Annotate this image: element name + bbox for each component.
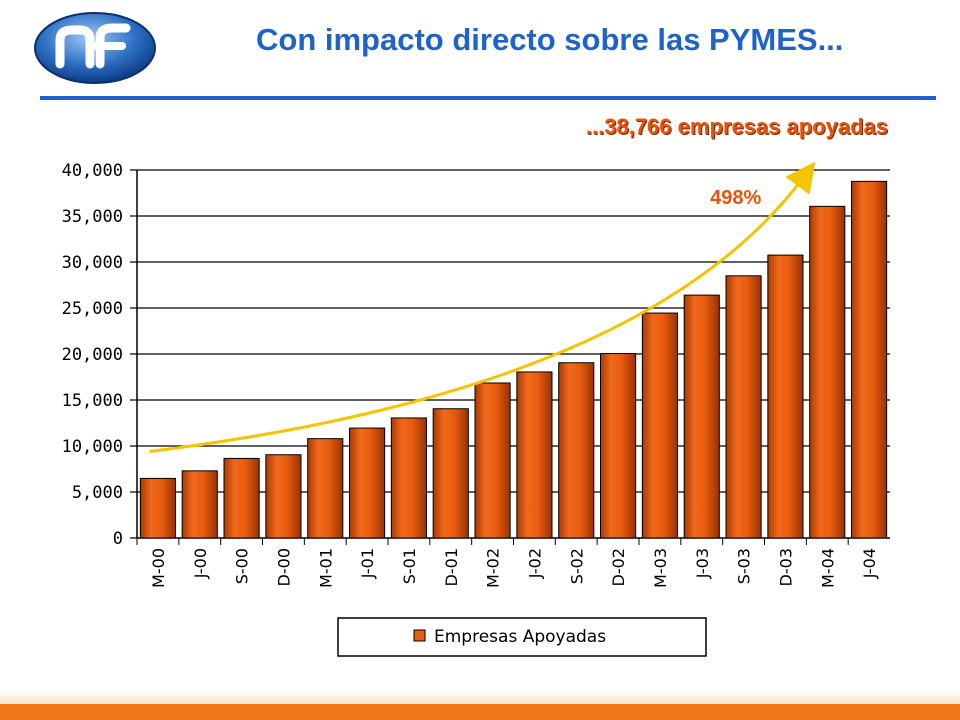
x-tick-label: D-00: [274, 548, 293, 586]
y-tick-label: 5,000: [72, 483, 123, 503]
nf-logo-icon: [34, 12, 156, 84]
x-tick-label: M-03: [651, 548, 670, 588]
bar-D-01: [432, 408, 469, 539]
x-tick-label: J-01: [358, 548, 377, 579]
axes: [130, 169, 890, 545]
page-title: Con impacto directo sobre las PYMES...: [256, 22, 844, 57]
x-tick-label: S-01: [400, 548, 419, 584]
bar-D-00: [265, 454, 302, 539]
x-tick-label: J-02: [525, 548, 544, 579]
bar-D-02: [600, 353, 637, 539]
grid-lines: [137, 169, 890, 493]
footer-bar: [0, 704, 960, 720]
bar-M-03: [641, 312, 678, 539]
y-tick-label: 15,000: [62, 391, 123, 411]
bar-J-01: [349, 427, 386, 539]
bar-M-00: [139, 477, 176, 539]
x-tick-label: D-03: [776, 548, 795, 586]
bar-M-02: [474, 382, 511, 539]
bar-S-03: [725, 275, 762, 539]
x-tick-label: D-01: [442, 548, 461, 586]
x-tick-label: J-00: [191, 548, 210, 579]
bar-J-00: [181, 470, 218, 539]
bar-J-03: [683, 294, 720, 539]
y-tick-labels: 0 5,000 10,000 15,000 20,000 25,000 30,000 35,0…: [62, 161, 123, 549]
bars: [139, 180, 888, 539]
y-tick-label: 25,000: [62, 299, 123, 319]
growth-arrow: [149, 161, 816, 454]
bar-J-02: [516, 371, 553, 539]
x-tick-label: S-03: [735, 548, 754, 584]
x-tick-label: M-00: [149, 548, 168, 588]
growth-annotation: 498%: [710, 187, 761, 209]
bar-S-01: [390, 417, 427, 539]
title-divider: [40, 96, 936, 100]
footer-gradient: [0, 690, 960, 704]
bar-M-01: [307, 438, 344, 539]
y-tick-label: 0: [113, 529, 123, 549]
x-tick-label: J-03: [693, 548, 712, 579]
x-tick-label: S-02: [567, 548, 586, 584]
chart-subtitle: ...38,766 empresas apoyadas: [585, 114, 888, 139]
legend-label: Empresas Apoyadas: [434, 627, 606, 647]
x-tick-label: M-04: [818, 548, 837, 588]
y-tick-label: 20,000: [62, 345, 123, 365]
x-tick-label: M-01: [316, 548, 335, 588]
legend-swatch: [413, 629, 426, 642]
legend: Empresas Apoyadas: [337, 617, 707, 657]
bar-M-04: [809, 205, 846, 539]
x-tick-label: S-00: [233, 548, 252, 584]
y-tick-label: 10,000: [62, 437, 123, 457]
bar-J-04: [851, 180, 888, 539]
x-tick-label: J-04: [860, 548, 879, 579]
x-tick-label: D-02: [609, 548, 628, 586]
y-tick-label: 30,000: [62, 253, 123, 273]
x-tick-labels: M-00 J-00 S-00 D-00 M-01 J-01 S-01 D-01 M-02 J-02…: [149, 548, 879, 588]
y-tick-label: 40,000: [62, 161, 123, 181]
x-tick-label: M-02: [484, 548, 503, 588]
legend-box: [337, 617, 707, 657]
bar-S-02: [558, 362, 595, 539]
bar-S-00: [223, 457, 260, 539]
bar-D-03: [767, 254, 804, 539]
y-tick-label: 35,000: [62, 207, 123, 227]
